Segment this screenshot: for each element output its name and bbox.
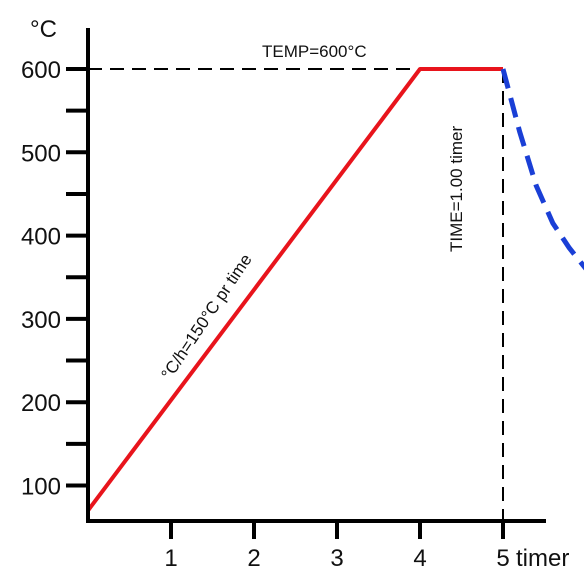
x-tick-label: 5 [496, 545, 509, 572]
x-tick-label: 4 [413, 545, 426, 572]
y-ticks: 100 200 300 400 500 600 [21, 57, 88, 501]
y-tick-label: 300 [21, 307, 61, 334]
y-tick-label: 500 [21, 140, 61, 167]
time-annotation: TIME=1.00 timer [447, 126, 466, 252]
x-tick-label: 2 [247, 545, 260, 572]
x-tick-label: 3 [330, 545, 343, 572]
series-line [86, 67, 503, 512]
y-axis-label: °C [30, 16, 57, 43]
x-ticks: 1 2 3 4 5 [164, 521, 510, 572]
reference-lines [88, 68, 504, 521]
y-tick-label: 100 [21, 474, 61, 501]
rate-annotation: °C/h=150°C pr time [158, 250, 256, 383]
x-axis-label: timer [516, 545, 569, 572]
y-tick-label: 400 [21, 224, 61, 251]
y-tick-label: 600 [21, 57, 61, 84]
series-line [500, 68, 584, 271]
x-tick-label: 1 [164, 545, 177, 572]
series-layer [86, 67, 584, 512]
y-tick-label: 200 [21, 390, 61, 417]
temp-annotation: TEMP=600°C [262, 42, 367, 61]
axes [86, 28, 546, 523]
